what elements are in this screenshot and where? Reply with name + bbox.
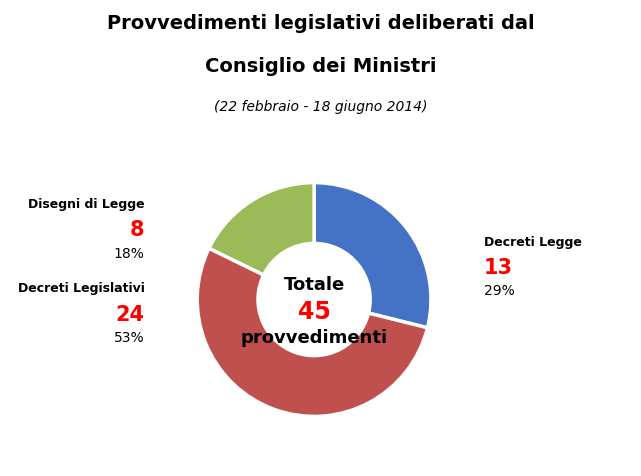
Text: Totale: Totale: [283, 276, 345, 294]
Text: Decreti Legge: Decreti Legge: [483, 235, 581, 248]
Wedge shape: [209, 183, 314, 275]
Text: 18%: 18%: [113, 246, 145, 260]
Text: Disegni di Legge: Disegni di Legge: [28, 198, 145, 211]
Text: 13: 13: [483, 257, 513, 277]
Text: 53%: 53%: [114, 330, 145, 344]
Wedge shape: [314, 183, 431, 328]
Text: 24: 24: [115, 304, 145, 324]
Text: 8: 8: [130, 220, 145, 240]
Text: Provvedimenti legislativi deliberati dal: Provvedimenti legislativi deliberati dal: [106, 14, 535, 33]
Text: Consiglio dei Ministri: Consiglio dei Ministri: [204, 57, 437, 76]
Text: Decreti Legislativi: Decreti Legislativi: [18, 282, 145, 295]
Wedge shape: [197, 249, 428, 416]
Text: 29%: 29%: [483, 284, 514, 298]
Text: provvedimenti: provvedimenti: [240, 328, 388, 346]
Text: 45: 45: [297, 299, 331, 324]
Text: (22 febbraio - 18 giugno 2014): (22 febbraio - 18 giugno 2014): [213, 100, 428, 114]
